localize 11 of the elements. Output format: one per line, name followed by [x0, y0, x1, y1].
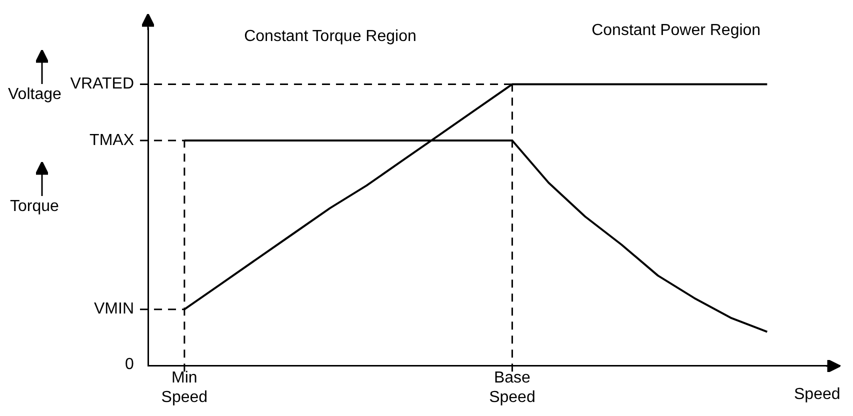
- text: Constant Power Region: [592, 22, 761, 40]
- text: Constant Torque Region: [244, 28, 416, 46]
- text: 0: [125, 356, 134, 374]
- ref-line-label: VMIN: [94, 300, 134, 318]
- text: Torque: [10, 198, 59, 216]
- x-axis-title: Speed: [794, 386, 840, 404]
- ref-line-label: TMAX: [90, 132, 134, 149]
- ref-line-label: VRATED: [70, 76, 134, 93]
- x-tick-label: Base Speed: [489, 370, 536, 406]
- text: Voltage: [8, 86, 62, 104]
- x-tick-label: Min Speed: [161, 370, 208, 406]
